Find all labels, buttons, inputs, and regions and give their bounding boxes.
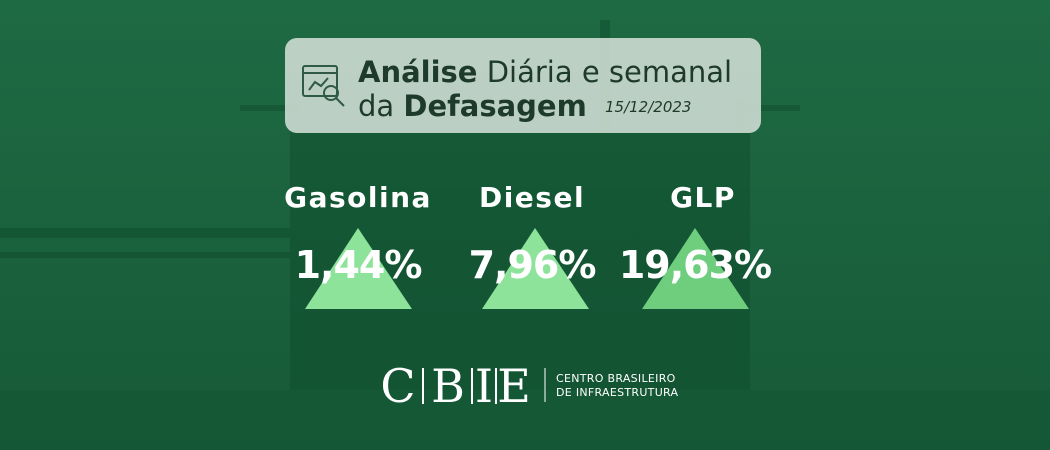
logo-text: DE INFRAESTRUTURA — [556, 386, 679, 399]
header-prefix: da — [358, 89, 394, 123]
up-triangle — [305, 228, 412, 309]
header-icon — [302, 65, 345, 107]
fuel-name: Gasolina — [284, 181, 432, 214]
logo-text: CENTRO BRASILEIRO — [556, 372, 676, 385]
header-line-1: Análise Diária e semanal — [358, 55, 732, 89]
header-box — [285, 38, 761, 133]
fuel-name: GLP — [670, 181, 736, 214]
fuel-name: Diesel — [479, 181, 585, 214]
header-line-2: da Defasagem — [358, 89, 587, 123]
fuel-value: 19,63% — [619, 243, 771, 287]
header-bold: Defasagem — [403, 89, 586, 123]
header-date: 15/12/2023 — [605, 98, 691, 116]
fuel-value: 1,44% — [295, 243, 422, 287]
up-triangle — [642, 228, 749, 309]
header-title-bold: Análise — [358, 55, 477, 89]
fuel-value: 7,96% — [469, 243, 596, 287]
header-title-rest: Diária e semanal — [487, 55, 732, 89]
logo-letter: E — [497, 359, 531, 413]
logo-letter: I — [475, 359, 493, 413]
logo-letter: C — [380, 359, 415, 413]
logo-letter: B — [431, 359, 465, 413]
up-triangle — [482, 228, 589, 309]
